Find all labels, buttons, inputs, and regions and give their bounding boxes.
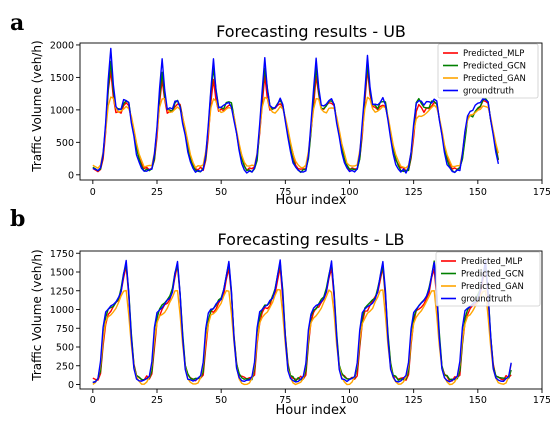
legend-label-predicted-gcn-a: Predicted_GCN <box>463 62 526 72</box>
y-tick-label-b: 1500 <box>50 268 74 279</box>
x-tick-label-a: 25 <box>151 187 163 198</box>
legend-label-predicted-gan-a: Predicted_GAN <box>463 74 526 84</box>
x-tick-label-a: 125 <box>405 187 423 198</box>
y-tick-label-b: 0 <box>68 380 74 391</box>
y-tick-label-b: 1750 <box>50 249 74 260</box>
chart-title-a: Forecasting results - UB <box>216 22 406 41</box>
series-line-groundtruth-b <box>92 259 512 383</box>
x-tick-label-b: 175 <box>533 395 550 406</box>
legend-label-groundtruth-a: groundtruth <box>463 87 514 97</box>
panel-label-b: b <box>10 206 25 232</box>
x-tick-label-b: 125 <box>405 395 423 406</box>
y-tick-label-a: 1500 <box>50 73 74 84</box>
y-tick-label-b: 500 <box>56 343 74 354</box>
x-axis-label-b: Hour index <box>275 403 346 418</box>
x-tick-label-b: 75 <box>279 395 291 406</box>
y-tick-label-b: 1000 <box>50 305 74 316</box>
x-tick-label-a: 175 <box>533 187 550 198</box>
legend-label-predicted-mlp-a: Predicted_MLP <box>463 49 524 59</box>
axes-frame-b <box>79 250 543 390</box>
y-tick-label-b: 1250 <box>50 286 74 297</box>
x-tick-label-b: 50 <box>215 395 227 406</box>
legend-a: Predicted_MLP Predicted_GCN Predicted_GANg… <box>437 43 539 99</box>
plot-area-b: 0 25 50 75 100 125 150 175025050075010001250150… <box>50 249 550 406</box>
y-tick-label-a: 1000 <box>50 105 74 116</box>
x-tick-label-a: 100 <box>340 187 358 198</box>
y-tick-label-a: 0 <box>68 170 74 181</box>
y-tick-label-a: 2000 <box>50 40 74 51</box>
x-tick-label-a: 50 <box>215 187 227 198</box>
x-tick-label-b: 25 <box>151 395 163 406</box>
legend-label-predicted-gcn-b: Predicted_GCN <box>461 270 524 280</box>
chart-panel-a: a Forecasting results - UB 0 25 50 75 100 125… <box>10 10 550 208</box>
chart-title-b: Forecasting results - LB <box>218 230 405 249</box>
series-line-groundtruth-a <box>92 47 500 174</box>
x-tick-label-b: 0 <box>90 395 96 406</box>
axes-frame-a <box>79 42 543 181</box>
legend-frame-b <box>435 251 541 307</box>
series-line-predicted-gan-a <box>92 96 500 169</box>
y-tick-label-b: 250 <box>56 361 74 372</box>
x-axis-label-a: Hour index <box>275 193 346 208</box>
legend-label-predicted-gan-b: Predicted_GAN <box>461 282 524 292</box>
legend-b: Predicted_MLP Predicted_GCN Predicted_GANg… <box>435 251 541 307</box>
y-tick-label-b: 750 <box>56 324 74 335</box>
y-axis-label-a: Traffic Volume (veh/h) <box>30 40 44 172</box>
panel-label-a: a <box>10 10 24 36</box>
x-tick-label-b: 150 <box>469 395 487 406</box>
legend-frame-a <box>437 43 539 99</box>
chart-panel-b: b Forecasting results - LB 0 25 50 75 100 125… <box>10 206 550 418</box>
plot-area-a: 0 25 50 75 100 125 150 175 0 500 1000 1500 2000 <box>50 40 550 198</box>
x-tick-label-a: 150 <box>469 187 487 198</box>
x-tick-label-b: 100 <box>340 395 358 406</box>
legend-label-predicted-mlp-b: Predicted_MLP <box>461 257 522 267</box>
y-tick-label-a: 500 <box>56 138 74 149</box>
x-tick-label-a: 75 <box>279 187 291 198</box>
x-tick-label-a: 0 <box>90 187 96 198</box>
legend-label-groundtruth-b: groundtruth <box>461 295 512 305</box>
y-axis-label-b: Traffic Volume (veh/h) <box>30 249 44 381</box>
